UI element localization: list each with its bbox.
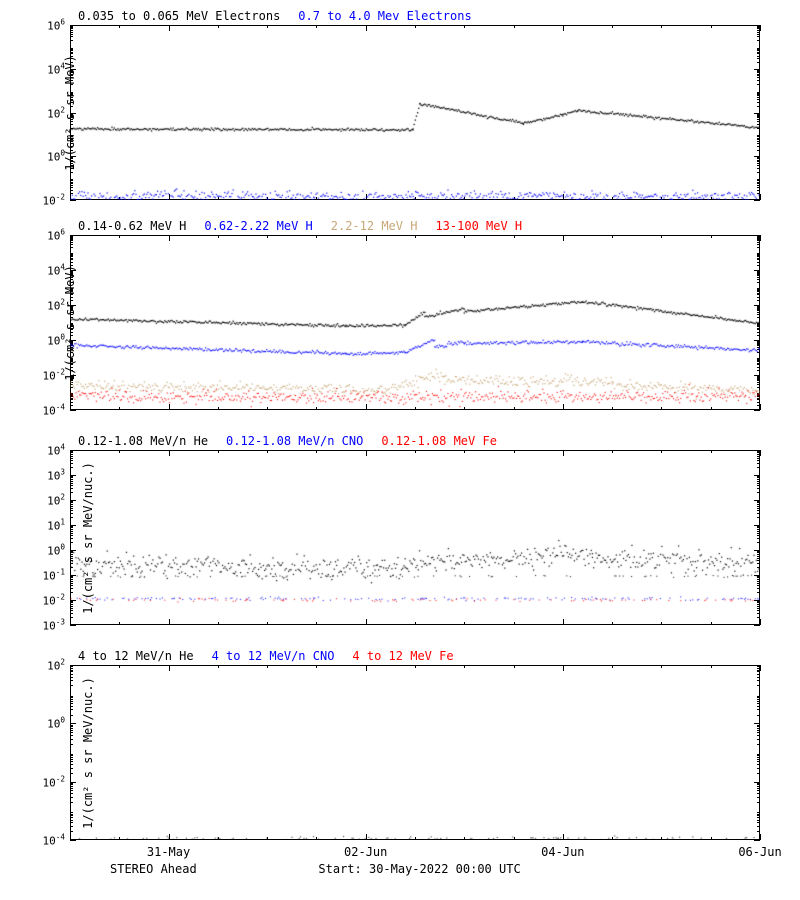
xtick xyxy=(760,665,761,671)
ytick-label: 10-2 xyxy=(42,193,65,208)
legend-item: 2.2-12 MeV H xyxy=(331,219,418,233)
legend-item: 0.62-2.22 MeV H xyxy=(204,219,312,233)
panel-0-legend: 0.035 to 0.065 MeV Electrons 0.7 to 4.0 M… xyxy=(78,9,490,23)
ytick-label: 100 xyxy=(47,333,65,348)
ytick-label: 10-2 xyxy=(42,593,65,608)
ytick-label: 10-2 xyxy=(42,368,65,383)
ytick-label: 104 xyxy=(47,263,65,278)
legend-item: 4 to 12 MeV/n CNO xyxy=(212,649,335,663)
panel-3-legend: 4 to 12 MeV/n He 4 to 12 MeV/n CNO 4 to 12… xyxy=(78,649,472,663)
ytick xyxy=(754,200,760,201)
footer-start-time: Start: 30-May-2022 00:00 UTC xyxy=(318,862,520,876)
ytick xyxy=(754,840,760,841)
xtick-label: 06-Jun xyxy=(738,845,781,859)
ytick-label: 10-2 xyxy=(42,774,65,789)
ytick xyxy=(754,625,760,626)
ytick-label: 102 xyxy=(47,105,65,120)
ytick-label: 101 xyxy=(47,518,65,533)
ytick-label: 10-3 xyxy=(42,618,65,633)
ytick xyxy=(70,625,76,626)
ytick-label: 103 xyxy=(47,468,65,483)
xtick xyxy=(760,194,761,200)
xtick xyxy=(760,834,761,840)
panel-2-legend: 0.12-1.08 MeV/n He 0.12-1.08 MeV/n CNO 0.1… xyxy=(78,434,515,448)
legend-item: 4 to 12 MeV Fe xyxy=(352,649,453,663)
data-canvas xyxy=(70,450,760,625)
xtick-label: 02-Jun xyxy=(344,845,387,859)
ytick-label: 100 xyxy=(47,543,65,558)
data-canvas xyxy=(70,25,760,200)
legend-item: 0.7 to 4.0 Mev Electrons xyxy=(298,9,471,23)
footer-instrument: STEREO Ahead xyxy=(110,862,197,876)
legend-item: 13-100 MeV H xyxy=(435,219,522,233)
xtick xyxy=(760,450,761,456)
panel-1-legend: 0.14-0.62 MeV H 0.62-2.22 MeV H 2.2-12 MeV… xyxy=(78,219,540,233)
ytick-label: 10-4 xyxy=(42,833,65,848)
legend-item: 0.12-1.08 MeV/n CNO xyxy=(226,434,363,448)
ytick-label: 106 xyxy=(47,18,65,33)
data-canvas xyxy=(70,235,760,410)
ytick xyxy=(754,410,760,411)
legend-item: 4 to 12 MeV/n He xyxy=(78,649,194,663)
ytick xyxy=(70,200,76,201)
ytick xyxy=(70,840,76,841)
xtick-label: 31-May xyxy=(147,845,190,859)
legend-item: 0.12-1.08 MeV Fe xyxy=(381,434,497,448)
ytick-label: 102 xyxy=(47,298,65,313)
ytick-label: 100 xyxy=(47,716,65,731)
legend-item: 0.035 to 0.065 MeV Electrons xyxy=(78,9,280,23)
ytick-label: 100 xyxy=(47,149,65,164)
legend-item: 0.12-1.08 MeV/n He xyxy=(78,434,208,448)
xtick-label: 04-Jun xyxy=(541,845,584,859)
ytick-label: 102 xyxy=(47,493,65,508)
ytick-label: 10-1 xyxy=(42,568,65,583)
xtick xyxy=(760,235,761,241)
ytick-label: 104 xyxy=(47,443,65,458)
data-canvas xyxy=(70,665,760,840)
legend-item: 0.14-0.62 MeV H xyxy=(78,219,186,233)
xtick xyxy=(760,404,761,410)
panel-1: 0.14-0.62 MeV H0.62-2.22 MeV H2.2-12 MeV… xyxy=(70,235,760,410)
ytick-label: 104 xyxy=(47,61,65,76)
xtick xyxy=(760,619,761,625)
ytick-label: 10-4 xyxy=(42,403,65,418)
panel-0: 0.035 to 0.065 MeV Electrons0.7 to 4.0 M… xyxy=(70,25,760,200)
ytick xyxy=(70,410,76,411)
multi-panel-chart: 0.035 to 0.065 MeV Electrons 0.7 to 4.0 M… xyxy=(0,0,800,900)
ytick-label: 106 xyxy=(47,228,65,243)
panel-2: 0.12-1.08 MeV/n He0.12-1.08 MeV/n CNO0.1… xyxy=(70,450,760,625)
ytick-label: 102 xyxy=(47,658,65,673)
panel-3: 4 to 12 MeV/n He4 to 12 MeV/n CNO4 to 12… xyxy=(70,665,760,840)
xtick xyxy=(760,25,761,31)
